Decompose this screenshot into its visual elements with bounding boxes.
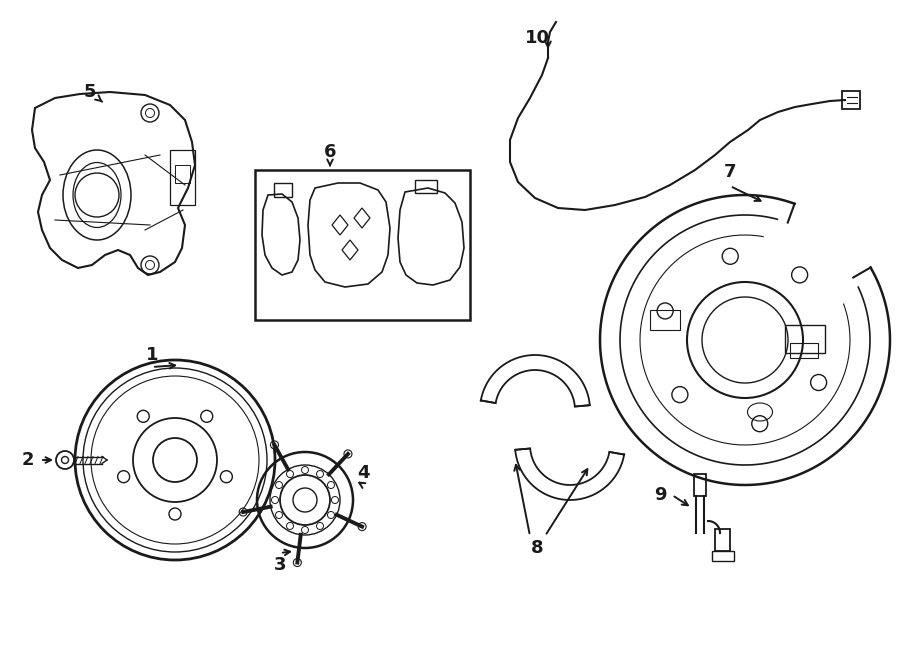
Bar [175,165,190,183]
Bar [712,551,734,561]
Bar [790,343,818,358]
Bar [650,310,680,330]
Text: 7: 7 [724,163,736,181]
Bar [274,183,292,197]
Text: 5: 5 [84,83,96,101]
Text: 8: 8 [531,539,544,557]
Text: 10: 10 [525,29,550,47]
Bar [715,529,730,551]
Bar [785,325,825,353]
Bar [415,180,437,193]
Text: 3: 3 [274,556,286,574]
Text: 9: 9 [653,486,666,504]
Text: 2: 2 [22,451,34,469]
Bar [255,170,470,320]
Text: 1: 1 [146,346,158,364]
Text: 6: 6 [324,143,337,161]
Text: 4: 4 [356,464,369,482]
Bar [842,91,860,109]
Bar [694,474,706,496]
Bar [170,150,195,205]
